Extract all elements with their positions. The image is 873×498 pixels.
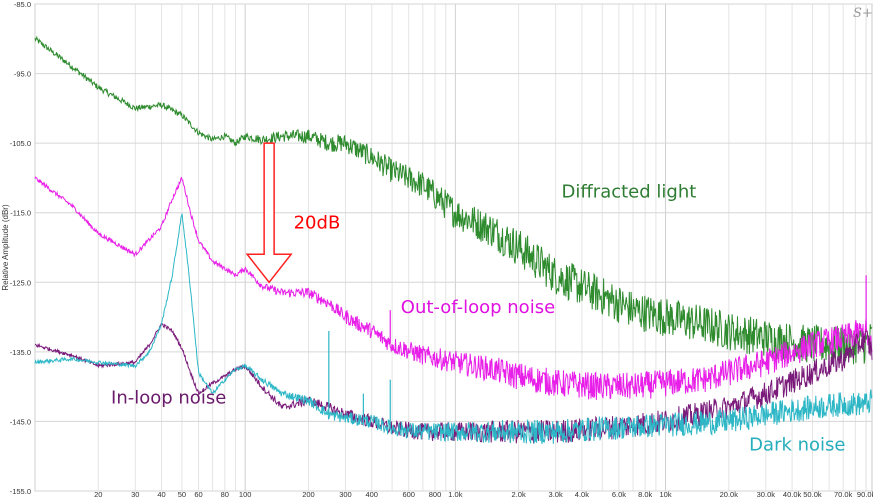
y-tick-label: -85.0 <box>14 0 31 9</box>
annotation-label: In-loop noise <box>111 387 226 408</box>
y-tick-label: -135.0 <box>10 348 31 357</box>
app-logo: S+ <box>853 6 873 21</box>
x-tick-label: 200 <box>302 490 315 498</box>
x-tick-label: 50 <box>178 490 186 498</box>
x-tick-label: 2.0k <box>512 490 526 498</box>
arrow-annotation-group <box>245 142 293 284</box>
grid-lines <box>34 3 872 492</box>
x-tick-label: 40.0k <box>783 490 802 498</box>
y-axis-title: Relative Amplitude (dBr) <box>1 204 10 291</box>
series-group <box>34 35 873 445</box>
x-tick-label: 6.0k <box>612 490 626 498</box>
y-tick-label: -155.0 <box>10 487 31 496</box>
y-tick-label: -115.0 <box>10 209 31 218</box>
x-tick-label: 80 <box>221 490 229 498</box>
y-tick-label: -95.0 <box>14 70 31 79</box>
x-tick-label: 8.0k <box>638 490 652 498</box>
series-line-in-loop-noise <box>35 322 873 444</box>
series-line-dark-noise <box>34 213 873 445</box>
x-tick-label: 400 <box>365 490 378 498</box>
x-tick-label: 300 <box>339 490 352 498</box>
x-tick-label: 20 <box>94 490 102 498</box>
annotation-label: Dark noise <box>749 435 845 456</box>
x-tick-label: 600 <box>402 490 415 498</box>
series-line-out-of-loop-noise <box>34 176 873 400</box>
series-line-diffracted-light <box>34 35 873 365</box>
y-tick-label: -145.0 <box>10 417 31 426</box>
y-tick-label: -105.0 <box>10 139 31 148</box>
plot-background <box>34 3 873 492</box>
x-tick-label: 3.0k <box>549 490 563 498</box>
x-tick-label: 40 <box>157 490 165 498</box>
x-tick-label: 30.0k <box>757 490 776 498</box>
x-tick-label: 70.0k <box>834 490 853 498</box>
x-tick-label: 100 <box>239 490 252 498</box>
x-tick-label: 60 <box>194 490 202 498</box>
x-tick-label: 90.0k <box>857 490 873 498</box>
annotation-label: Diffracted light <box>562 181 697 202</box>
x-tick-label: 10k <box>659 490 671 498</box>
tick-labels: -85.0 -95.0 -105.0 -115.0 -125.0 -135.0 -145.0… <box>10 0 873 498</box>
x-tick-label: 30 <box>131 490 139 498</box>
annotation-labels: Diffracted light 20dB Out-of-loop noise In-… <box>111 181 845 455</box>
x-tick-label: 4.0k <box>575 490 589 498</box>
x-tick-label: 50.0k <box>803 490 822 498</box>
annotation-label: Out-of-loop noise <box>401 297 555 318</box>
annotation-label: 20dB <box>294 213 341 234</box>
x-tick-label: 1.0k <box>448 490 462 498</box>
down-arrow-icon <box>245 142 293 284</box>
x-tick-label: 800 <box>429 490 442 498</box>
y-tick-label: -125.0 <box>10 278 31 287</box>
x-tick-label: 20.0k <box>720 490 739 498</box>
